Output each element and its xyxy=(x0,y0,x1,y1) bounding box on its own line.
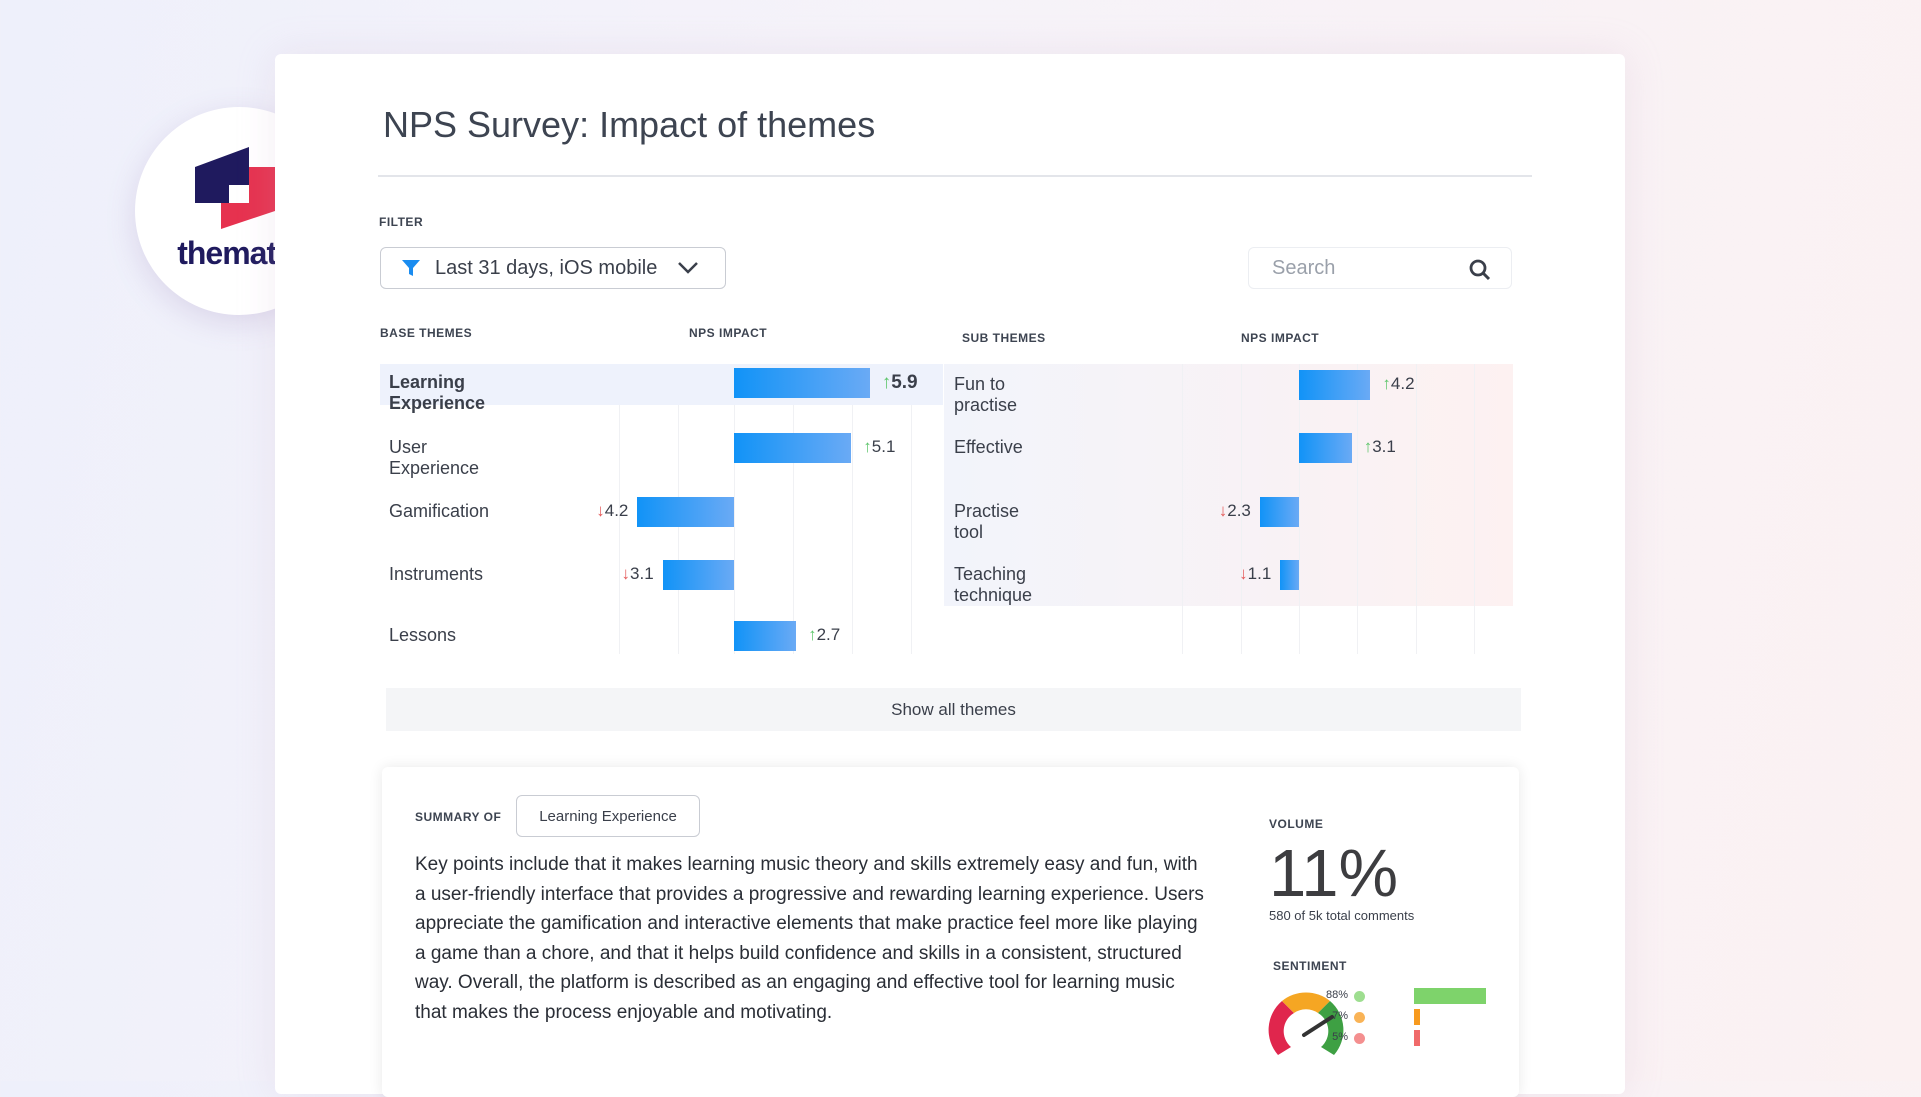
gridline xyxy=(793,364,794,654)
sentiment-percent: 5% xyxy=(1332,1031,1348,1043)
sub-nps-impact-header: NPS IMPACT xyxy=(1241,331,1320,345)
sentiment-gauge xyxy=(1268,992,1344,1055)
arrow-down-icon: ↓ xyxy=(1218,501,1228,520)
volume-label: VOLUME xyxy=(1269,817,1324,831)
summary-panel: SUMMARY OF Learning Experience Key point… xyxy=(382,767,1519,1097)
base-theme-row[interactable]: Learning Experience xyxy=(389,372,486,413)
sentiment-bar xyxy=(1414,988,1487,1004)
sentiment-percent: 88% xyxy=(1325,989,1348,1001)
arrow-up-icon: ↑ xyxy=(808,625,817,644)
sub-impact-bar xyxy=(1299,370,1371,400)
sub-theme-row[interactable]: Fun to practise xyxy=(954,374,1018,415)
sub-impact-bar xyxy=(1299,433,1352,463)
impact-number: 2.7 xyxy=(816,625,841,644)
base-impact-bar xyxy=(662,560,734,590)
gauge-needle xyxy=(1302,1015,1334,1037)
arrow-up-icon: ↑ xyxy=(1382,374,1391,393)
search-placeholder: Search xyxy=(1272,256,1336,279)
filter-label: FILTER xyxy=(379,215,424,229)
gridline xyxy=(852,364,853,654)
base-theme-row[interactable]: Instruments xyxy=(389,564,484,584)
base-impact-value: ↑2.7 xyxy=(808,625,863,645)
sentiment-label: SENTIMENT xyxy=(1273,959,1347,973)
sentiment-bar xyxy=(1414,1030,1420,1046)
summary-label: SUMMARY OF xyxy=(415,810,502,824)
arrow-up-icon: ↑ xyxy=(1363,437,1373,456)
arrow-up-icon: ↑ xyxy=(863,437,872,456)
gridline xyxy=(1182,364,1183,654)
neutral-face-icon xyxy=(1354,1012,1365,1023)
sub-theme-row[interactable]: Teaching technique xyxy=(954,564,1033,605)
chevron-down-icon xyxy=(678,262,699,274)
base-impact-bar xyxy=(637,497,734,527)
arrow-down-icon: ↓ xyxy=(1239,564,1248,583)
impact-number: 1.1 xyxy=(1247,564,1272,583)
gridline xyxy=(1299,364,1300,654)
summary-theme-chip[interactable]: Learning Experience xyxy=(516,795,700,837)
base-impact-value: ↑5.9 xyxy=(882,372,937,394)
show-all-themes-button[interactable]: Show all themes xyxy=(386,688,1521,731)
sub-themes-header: SUB THEMES xyxy=(962,331,1046,345)
base-impact-bar xyxy=(734,621,797,651)
sad-face-icon xyxy=(1354,1033,1365,1044)
sub-impact-value: ↑3.1 xyxy=(1364,437,1419,457)
base-impact-value: ↓3.1 xyxy=(599,564,654,584)
sub-impact-bar xyxy=(1280,560,1299,590)
base-theme-row[interactable]: Gamification xyxy=(389,501,490,521)
filter-dropdown[interactable]: Last 31 days, iOS mobile xyxy=(380,247,726,289)
base-impact-bar xyxy=(734,368,870,398)
gridline xyxy=(734,364,735,654)
filter-value: Last 31 days, iOS mobile xyxy=(435,256,658,279)
sentiment-percent: 7% xyxy=(1332,1010,1348,1022)
base-theme-row[interactable]: User Experience xyxy=(389,437,480,478)
arrow-down-icon: ↓ xyxy=(621,564,631,583)
search-input[interactable]: Search xyxy=(1248,247,1512,289)
sub-impact-value: ↓1.1 xyxy=(1216,564,1271,584)
arrow-down-icon: ↓ xyxy=(596,501,605,520)
sub-theme-row[interactable]: Practise tool xyxy=(954,501,1020,542)
impact-number: 2.3 xyxy=(1227,501,1251,520)
page-title: NPS Survey: Impact of themes xyxy=(383,104,876,145)
sub-impact-value: ↓2.3 xyxy=(1196,501,1251,521)
arrow-up-icon: ↑ xyxy=(881,372,892,393)
base-impact-value: ↓4.2 xyxy=(573,501,628,521)
sentiment-bar xyxy=(1414,1009,1420,1025)
volume-detail: 580 of 5k total comments xyxy=(1269,908,1415,923)
base-theme-row[interactable]: Lessons xyxy=(389,625,457,645)
sub-impact-value: ↑4.2 xyxy=(1382,374,1437,394)
base-impact-bar xyxy=(734,433,852,463)
search-icon[interactable] xyxy=(1469,259,1491,281)
base-impact-value: ↑5.1 xyxy=(863,437,918,457)
impact-number: 3.1 xyxy=(630,564,654,583)
gridline xyxy=(1357,364,1358,654)
impact-number: 4.2 xyxy=(604,501,629,520)
gridline xyxy=(619,364,620,654)
gridline xyxy=(1474,364,1475,654)
sub-theme-row[interactable]: Effective xyxy=(954,437,1023,457)
gridline xyxy=(1416,364,1417,654)
base-themes-header: BASE THEMES xyxy=(380,326,473,340)
sub-impact-bar xyxy=(1259,497,1299,527)
impact-number: 5.9 xyxy=(891,372,918,393)
funnel-icon xyxy=(402,260,420,276)
impact-number: 3.1 xyxy=(1372,437,1396,456)
impact-number: 4.2 xyxy=(1390,374,1415,393)
base-nps-impact-header: NPS IMPACT xyxy=(689,326,768,340)
gridline xyxy=(1241,364,1242,654)
divider xyxy=(378,175,1532,177)
volume-value: 11% xyxy=(1269,836,1399,911)
sub-themes-panel xyxy=(944,364,1513,606)
summary-text: Key points include that it makes learnin… xyxy=(415,854,1204,1023)
happy-face-icon xyxy=(1354,991,1365,1002)
impact-number: 5.1 xyxy=(871,437,896,456)
logo-mark-icon xyxy=(195,147,281,229)
gridline xyxy=(911,364,912,654)
